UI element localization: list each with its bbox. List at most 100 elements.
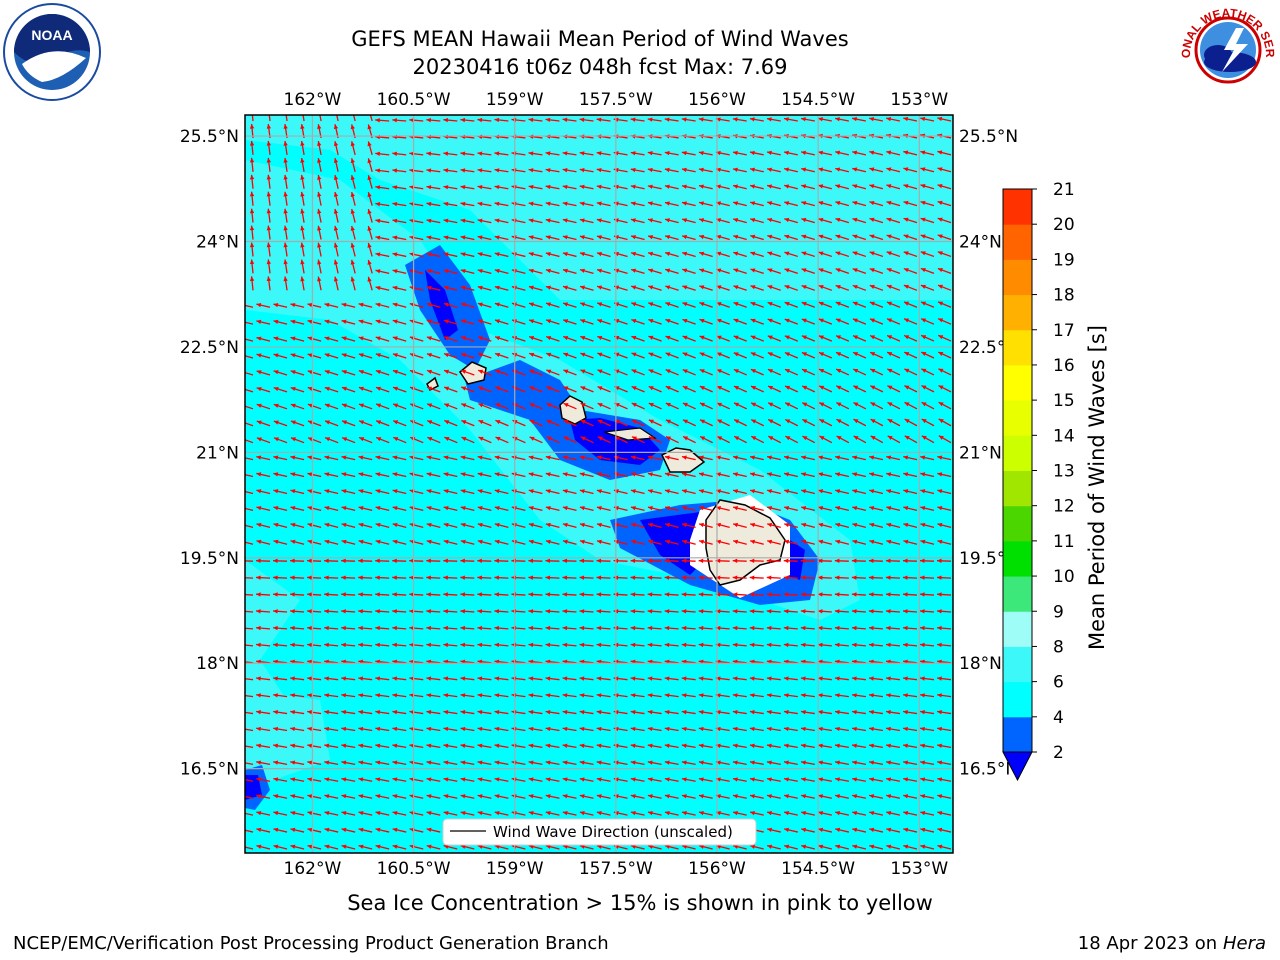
wave-direction-arrowhead bbox=[750, 251, 756, 256]
wave-direction-arrowhead bbox=[886, 284, 892, 289]
wave-direction-arrowhead bbox=[835, 167, 841, 172]
wave-direction-arrowhead bbox=[732, 693, 738, 698]
wave-direction-arrowhead bbox=[682, 539, 687, 544]
lat-label-right: 24°N bbox=[959, 233, 1002, 253]
wave-direction-arrowhead bbox=[460, 201, 466, 207]
wave-direction-arrowhead bbox=[460, 218, 466, 223]
wave-direction-arrowhead bbox=[801, 150, 806, 155]
wave-direction-arrowhead bbox=[733, 218, 739, 223]
wave-direction-arrowhead bbox=[870, 368, 876, 373]
wave-direction-arrowhead bbox=[427, 403, 433, 408]
wave-direction-arrowhead bbox=[266, 191, 272, 197]
wave-direction-arrowhead bbox=[494, 285, 500, 290]
wave-direction-arrowhead bbox=[562, 726, 568, 732]
wave-direction-arrowhead bbox=[324, 810, 330, 816]
wave-direction-arrowhead bbox=[920, 251, 926, 256]
wave-direction-arrowhead bbox=[886, 184, 892, 189]
wave-direction-arrowhead bbox=[800, 726, 806, 732]
wave-direction-arrowhead bbox=[802, 419, 808, 424]
wave-direction-arrowhead bbox=[715, 575, 721, 580]
wave-direction-arrowhead bbox=[443, 489, 449, 494]
wave-direction-arrowhead bbox=[324, 319, 330, 324]
wave-direction-arrowhead bbox=[766, 575, 772, 580]
wave-direction-arrowhead bbox=[563, 386, 569, 391]
wave-direction-arrowhead bbox=[766, 592, 772, 597]
wave-direction-arrowhead bbox=[341, 302, 347, 308]
wave-direction-arrowhead bbox=[800, 609, 806, 614]
wave-direction-arrowhead bbox=[733, 810, 738, 816]
wave-direction-arrowhead bbox=[341, 609, 346, 614]
wave-direction-arrowhead bbox=[546, 369, 552, 374]
sea-ice-caption: Sea Ice Concentration > 15% is shown in … bbox=[347, 891, 933, 915]
wave-direction-arrowhead bbox=[664, 743, 670, 748]
wave-direction-arrowhead bbox=[886, 726, 891, 732]
wave-direction-arrowhead bbox=[750, 472, 755, 477]
plot-frame bbox=[244, 114, 954, 854]
wave-direction-arrowhead bbox=[596, 201, 602, 206]
wave-direction-arrowhead bbox=[324, 353, 330, 358]
wave-direction-arrowhead bbox=[749, 609, 755, 614]
wave-direction-arrowhead bbox=[631, 386, 637, 391]
wave-direction-arrowhead bbox=[852, 743, 857, 748]
wave-direction-arrowhead bbox=[545, 558, 551, 564]
wave-direction-arrowhead bbox=[273, 522, 279, 528]
wave-direction-arrowhead bbox=[596, 760, 602, 765]
wave-direction-arrowhead bbox=[461, 436, 467, 441]
wave-direction-arrowhead bbox=[698, 117, 704, 122]
wave-direction-arrowhead bbox=[682, 489, 687, 494]
wave-direction-arrowhead bbox=[886, 472, 892, 477]
wave-direction-arrowhead bbox=[784, 810, 789, 816]
wave-direction-arrowhead bbox=[256, 403, 262, 408]
wave-direction-arrowhead bbox=[545, 777, 551, 782]
wave-direction-arrowhead bbox=[665, 506, 670, 511]
wave-direction-arrowhead bbox=[937, 676, 942, 681]
wave-direction-arrowhead bbox=[647, 844, 653, 849]
wave-direction-arrowhead bbox=[699, 251, 705, 256]
wave-direction-arrowhead bbox=[256, 625, 261, 631]
wave-direction-arrowhead bbox=[256, 539, 262, 544]
wave-direction-arrowhead bbox=[596, 743, 602, 748]
wave-direction-arrowhead bbox=[256, 386, 262, 392]
wave-direction-arrowhead bbox=[256, 743, 262, 748]
wave-direction-arrowhead bbox=[767, 539, 773, 544]
wave-direction-arrowhead bbox=[562, 794, 568, 799]
wave-direction-arrowhead bbox=[648, 522, 653, 528]
wave-direction-arrowhead bbox=[239, 777, 244, 781]
wave-direction-arrowhead bbox=[375, 185, 381, 190]
wave-direction-arrowhead bbox=[665, 335, 671, 340]
wave-direction-arrowhead bbox=[681, 726, 687, 732]
wave-direction-arrowhead bbox=[920, 827, 926, 833]
wave-direction-arrowhead bbox=[732, 760, 738, 765]
wave-direction-arrowhead bbox=[734, 436, 740, 441]
wave-direction-arrowhead bbox=[375, 386, 381, 391]
wave-direction-arrowhead bbox=[699, 302, 705, 307]
wave-direction-arrowhead bbox=[903, 116, 909, 122]
wave-direction-arrowhead bbox=[749, 710, 755, 715]
wave-direction-arrowhead bbox=[681, 625, 687, 631]
wave-direction-arrowhead bbox=[427, 420, 433, 425]
wave-direction-arrowhead bbox=[477, 472, 483, 477]
wave-direction-arrowhead bbox=[801, 472, 807, 477]
wave-direction-arrowhead bbox=[426, 302, 432, 307]
wave-direction-arrowhead bbox=[358, 676, 364, 681]
wave-direction-arrowhead bbox=[664, 810, 670, 816]
wave-direction-arrowhead bbox=[664, 760, 670, 765]
wave-direction-arrowhead bbox=[528, 625, 534, 631]
wave-direction-arrowhead bbox=[869, 200, 875, 206]
wave-direction-arrowhead bbox=[869, 810, 875, 816]
wave-direction-arrowhead bbox=[528, 575, 534, 580]
wave-direction-arrowhead bbox=[358, 743, 364, 748]
wave-direction-arrowhead bbox=[732, 558, 738, 564]
wave-direction-arrowhead bbox=[817, 558, 823, 564]
wave-direction-arrowhead bbox=[818, 489, 824, 494]
wave-direction-arrowhead bbox=[818, 844, 824, 849]
wave-direction-arrowhead bbox=[835, 506, 841, 511]
wave-direction-arrowhead bbox=[494, 302, 500, 307]
wave-direction-arrowhead bbox=[885, 609, 891, 614]
wave-direction-arrowhead bbox=[596, 609, 602, 614]
wave-direction-arrowhead bbox=[300, 208, 305, 214]
wave-direction-arrowhead bbox=[494, 455, 500, 460]
wave-direction-arrowhead bbox=[801, 251, 807, 256]
wave-direction-arrowhead bbox=[648, 235, 653, 240]
wave-direction-arrowhead bbox=[350, 158, 355, 164]
